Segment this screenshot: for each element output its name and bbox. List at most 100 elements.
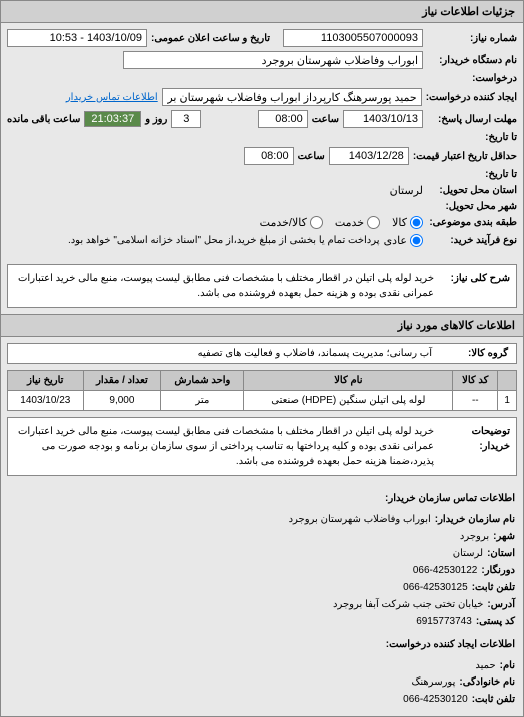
radio-normal[interactable]: عادی (384, 234, 423, 247)
main-desc-label: شرح کلی نیاز: (440, 271, 510, 301)
org-row-2: استان:لرستان (9, 545, 515, 562)
org-label-6: کد پستی: (476, 613, 515, 630)
table-header-row: کد کالا نام کالا واحد شمارش تعداد / مقدا… (8, 371, 517, 391)
request-label: درخواست: (427, 73, 517, 84)
main-desc-box: شرح کلی نیاز: خرید لوله پلی اتیلن در اقط… (7, 264, 517, 308)
radio-goods-label: کالا (392, 216, 407, 229)
to-date-1-label: تا تاریخ: (427, 132, 517, 143)
price-validity-date[interactable] (329, 147, 409, 165)
items-section-title: اطلاعات کالاهای مورد نیاز (1, 314, 523, 337)
process-type-label: نوع فرآیند خرید: (427, 235, 517, 246)
td-4: 9,000 (83, 391, 161, 411)
org-val-0: ابوراب وفاضلاب شهرستان بروجرد (289, 511, 431, 528)
main-desc-text: خرید لوله پلی اتیلن در اقطار مختلف با مش… (14, 271, 434, 301)
row-requester: ایجاد کننده درخواست: اطلاعات تماس خریدار (7, 88, 517, 106)
radio-normal-input[interactable] (410, 234, 423, 247)
row-to-date-1: تا تاریخ: (7, 132, 517, 143)
buyer-desc-label: توضیحات خریدار: (440, 424, 510, 469)
radio-both[interactable]: کالا/خدمت (260, 216, 323, 229)
th-2: نام کالا (244, 371, 453, 391)
org-label-3: دورنگار: (481, 562, 515, 579)
row-subject-type: طبقه بندی موضوعی: کالا خدمت کالا/خدمت (7, 216, 517, 229)
org-contact-section: اطلاعات تماس سازمان خریدار: نام سازمان خ… (1, 482, 523, 716)
radio-both-label: کالا/خدمت (260, 216, 307, 229)
process-type-radios: عادی (384, 234, 423, 247)
radio-goods[interactable]: کالا (392, 216, 423, 229)
process-note: پرداخت تمام یا بخشی از مبلغ خرید،از محل … (68, 233, 380, 248)
radio-goods-input[interactable] (410, 216, 423, 229)
price-validity-label: حداقل تاریخ اعتبار قیمت: (413, 151, 517, 162)
req-row-1: نام خانوادگی:پورسرهنگ (9, 674, 515, 691)
th-3: واحد شمارش (161, 371, 244, 391)
requester-label: ایجاد کننده درخواست: (426, 92, 517, 103)
device-input[interactable] (123, 51, 423, 69)
radio-service-label: خدمت (335, 216, 364, 229)
row-deadline: مهلت ارسال پاسخ: ساعت روز و 21:03:37 ساع… (7, 110, 517, 128)
need-number-input[interactable] (283, 29, 423, 47)
countdown-timer: 21:03:37 (84, 111, 141, 127)
row-process-type: نوع فرآیند خرید: عادی پرداخت تمام یا بخش… (7, 233, 517, 248)
row-city: شهر محل تحویل: (7, 201, 517, 212)
buyer-desc-box: توضیحات خریدار: خرید لوله پلی اتیلن در ا… (7, 417, 517, 476)
req-contact-title: اطلاعات ایجاد کننده درخواست: (9, 636, 515, 653)
need-number-label: شماره نیاز: (427, 33, 517, 44)
org-row-1: شهر:بروجرد (9, 528, 515, 545)
td-2: لوله پلی اتیلن سنگین (HDPE) صنعتی (244, 391, 453, 411)
table-wrap: کد کالا نام کالا واحد شمارش تعداد / مقدا… (1, 370, 523, 411)
org-val-1: بروجرد (460, 528, 489, 545)
deadline-date[interactable] (343, 110, 423, 128)
radio-both-input[interactable] (310, 216, 323, 229)
to-date-2-label: تا تاریخ: (427, 169, 517, 180)
time-label-1: ساعت (312, 114, 339, 125)
org-row-0: نام سازمان خریدار:ابوراب وفاضلاب شهرستان… (9, 511, 515, 528)
org-row-6: کد پستی:6915773743 (9, 613, 515, 630)
items-table: کد کالا نام کالا واحد شمارش تعداد / مقدا… (7, 370, 517, 411)
requester-input[interactable] (162, 88, 422, 106)
req-label-1: نام خانوادگی: (459, 674, 515, 691)
subject-type-label: طبقه بندی موضوعی: (427, 217, 517, 228)
need-info-panel: جزئیات اطلاعات نیاز شماره نیاز: تاریخ و … (0, 0, 524, 717)
province-label: استان محل تحویل: (427, 185, 517, 196)
org-label-5: آدرس: (487, 596, 515, 613)
announce-input[interactable] (7, 29, 147, 47)
row-price-validity: حداقل تاریخ اعتبار قیمت: ساعت (7, 147, 517, 165)
deadline-time[interactable] (258, 110, 308, 128)
form-section: شماره نیاز: تاریخ و ساعت اعلان عمومی: نا… (1, 23, 523, 258)
buyer-contact-link[interactable]: اطلاعات تماس خریدار (66, 92, 158, 103)
org-row-5: آدرس:خیابان تختی جنب شرکت آبفا بروجرد (9, 596, 515, 613)
buyer-desc-text: خرید لوله پلی اتیلن در اقطار مختلف با مش… (14, 424, 434, 469)
org-row-4: تلفن ثابت:066-42530125 (9, 579, 515, 596)
table-row: 1 -- لوله پلی اتیلن سنگین (HDPE) صنعتی م… (8, 391, 517, 411)
req-label-2: تلفن ثابت: (472, 691, 515, 708)
radio-service-input[interactable] (367, 216, 380, 229)
panel-header: جزئیات اطلاعات نیاز (1, 1, 523, 23)
row-request: درخواست: (7, 73, 517, 84)
group-label: گروه کالا: (438, 348, 508, 359)
group-row: گروه کالا: آب رسانی؛ مدیریت پسماند، فاضل… (7, 343, 517, 364)
org-label-0: نام سازمان خریدار: (435, 511, 515, 528)
req-val-2: 066-42530120 (403, 691, 468, 708)
radio-service[interactable]: خدمت (335, 216, 380, 229)
announce-label: تاریخ و ساعت اعلان عمومی: (151, 33, 270, 44)
org-label-4: تلفن ثابت: (472, 579, 515, 596)
row-province: استان محل تحویل: لرستان (7, 184, 517, 197)
day-and-label: روز و (145, 114, 167, 125)
price-validity-time[interactable] (244, 147, 294, 165)
th-1: کد کالا (453, 371, 498, 391)
group-value: آب رسانی؛ مدیریت پسماند، فاضلاب و فعالیت… (198, 348, 432, 359)
td-0: 1 (498, 391, 517, 411)
req-row-0: نام:حمید (9, 657, 515, 674)
td-3: متر (161, 391, 244, 411)
province-value: لرستان (390, 184, 423, 197)
org-row-3: دورنگار:066-42530122 (9, 562, 515, 579)
org-val-5: خیابان تختی جنب شرکت آبفا بروجرد (333, 596, 483, 613)
row-device: نام دستگاه خریدار: (7, 51, 517, 69)
org-val-6: 6915773743 (416, 613, 472, 630)
row-need-number: شماره نیاز: تاریخ و ساعت اعلان عمومی: (7, 29, 517, 47)
req-val-0: حمید (475, 657, 495, 674)
days-remaining[interactable] (171, 110, 201, 128)
org-label-1: شهر: (493, 528, 515, 545)
city-label: شهر محل تحویل: (427, 201, 517, 212)
req-val-1: پورسرهنگ (411, 674, 455, 691)
org-val-3: 066-42530122 (413, 562, 478, 579)
